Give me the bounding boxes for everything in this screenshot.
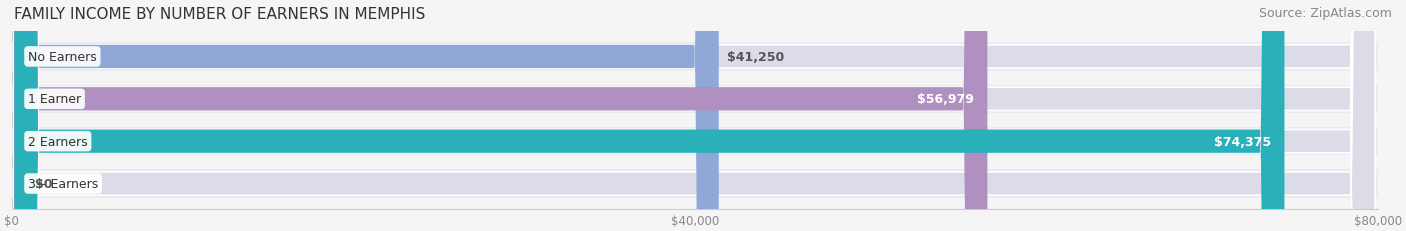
- Text: 3+ Earners: 3+ Earners: [28, 177, 98, 190]
- FancyBboxPatch shape: [14, 0, 987, 231]
- Text: 1 Earner: 1 Earner: [28, 93, 82, 106]
- Text: $0: $0: [35, 177, 52, 190]
- Text: No Earners: No Earners: [28, 51, 97, 64]
- FancyBboxPatch shape: [14, 0, 1375, 231]
- Bar: [11, 170, 1378, 198]
- Text: 2 Earners: 2 Earners: [28, 135, 87, 148]
- Text: $41,250: $41,250: [727, 51, 785, 64]
- Text: Source: ZipAtlas.com: Source: ZipAtlas.com: [1258, 7, 1392, 20]
- FancyBboxPatch shape: [14, 0, 1375, 231]
- Bar: [11, 43, 1378, 71]
- Bar: [11, 85, 1378, 113]
- Text: FAMILY INCOME BY NUMBER OF EARNERS IN MEMPHIS: FAMILY INCOME BY NUMBER OF EARNERS IN ME…: [14, 7, 426, 22]
- Bar: [11, 128, 1378, 156]
- FancyBboxPatch shape: [14, 0, 1375, 231]
- FancyBboxPatch shape: [14, 0, 718, 231]
- Text: $56,979: $56,979: [917, 93, 974, 106]
- FancyBboxPatch shape: [14, 0, 1375, 231]
- Text: $74,375: $74,375: [1213, 135, 1271, 148]
- FancyBboxPatch shape: [14, 0, 1285, 231]
